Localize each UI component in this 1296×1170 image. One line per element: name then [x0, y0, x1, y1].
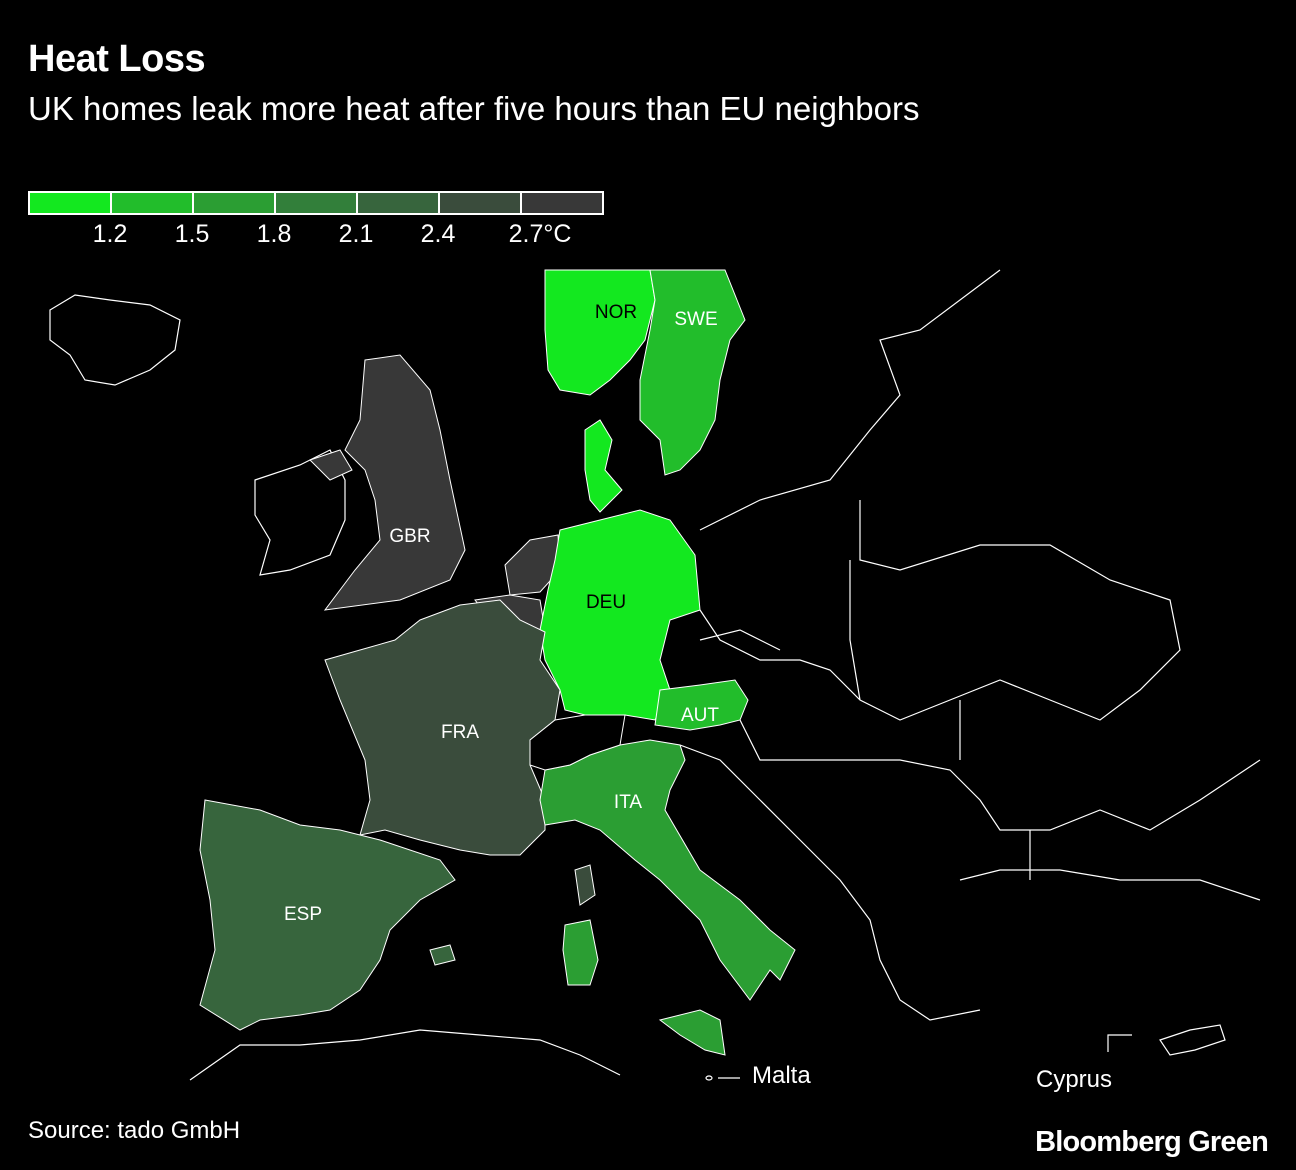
country-FRA — [324, 599, 596, 906]
legend-swatch — [522, 193, 602, 213]
brand-logo: Bloomberg Green — [1035, 1126, 1269, 1158]
legend-swatch — [194, 193, 274, 213]
legend-tick: 1.8 — [256, 220, 292, 248]
source-note: Source: tado GmbH — [28, 1117, 241, 1144]
label-AUT: AUT — [681, 705, 719, 726]
legend-tick: 2.4 — [420, 220, 456, 248]
country-AUT — [654, 679, 749, 731]
country-GBR — [309, 354, 466, 611]
label-SWE: SWE — [674, 309, 717, 330]
legend-swatch — [30, 193, 110, 213]
country-CHE — [529, 714, 626, 771]
label-ESP: ESP — [284, 904, 322, 925]
country-ESP — [199, 799, 456, 1031]
malta-label: Malta — [752, 1062, 811, 1089]
country-SWE — [639, 269, 746, 476]
eastern-europe-outlines — [679, 269, 1261, 1021]
cyprus-outline — [1159, 1024, 1226, 1056]
legend-tick: 2.1 — [338, 220, 374, 248]
legend-tick: 1.5 — [174, 220, 210, 248]
legend-tick: 2.7°C — [508, 220, 572, 248]
legend-tick: 1.2 — [92, 220, 128, 248]
cyprus-inset-frame — [1107, 1034, 1132, 1052]
legend-swatch — [276, 193, 356, 213]
chart-title: Heat Loss — [28, 38, 206, 80]
label-FRA: FRA — [441, 722, 479, 743]
other-country-outlines — [49, 269, 1261, 1081]
country-DNK — [584, 419, 623, 513]
country-labels: NOR SWE GBR DEU AUT FRA ITA ESP — [284, 302, 719, 925]
country-ITA — [539, 739, 796, 1056]
chart-subtitle: UK homes leak more heat after five hours… — [28, 90, 920, 127]
legend-swatch — [112, 193, 192, 213]
country-NOR — [544, 269, 656, 396]
choropleth — [199, 269, 796, 1056]
north-africa-outline — [189, 1029, 621, 1081]
malta-outline — [705, 1075, 713, 1081]
legend-swatch — [440, 193, 520, 213]
legend-ticks: 1.2 1.5 1.8 2.1 2.4 2.7°C — [28, 220, 608, 250]
label-GBR: GBR — [389, 526, 430, 547]
label-ITA: ITA — [614, 792, 642, 813]
cyprus-label: Cyprus — [1036, 1066, 1113, 1093]
ireland-outline — [254, 449, 346, 576]
iceland-outline — [49, 294, 181, 386]
label-DEU: DEU — [586, 592, 626, 613]
label-NOR: NOR — [595, 302, 637, 323]
legend-swatch — [358, 193, 438, 213]
color-legend — [28, 191, 604, 215]
